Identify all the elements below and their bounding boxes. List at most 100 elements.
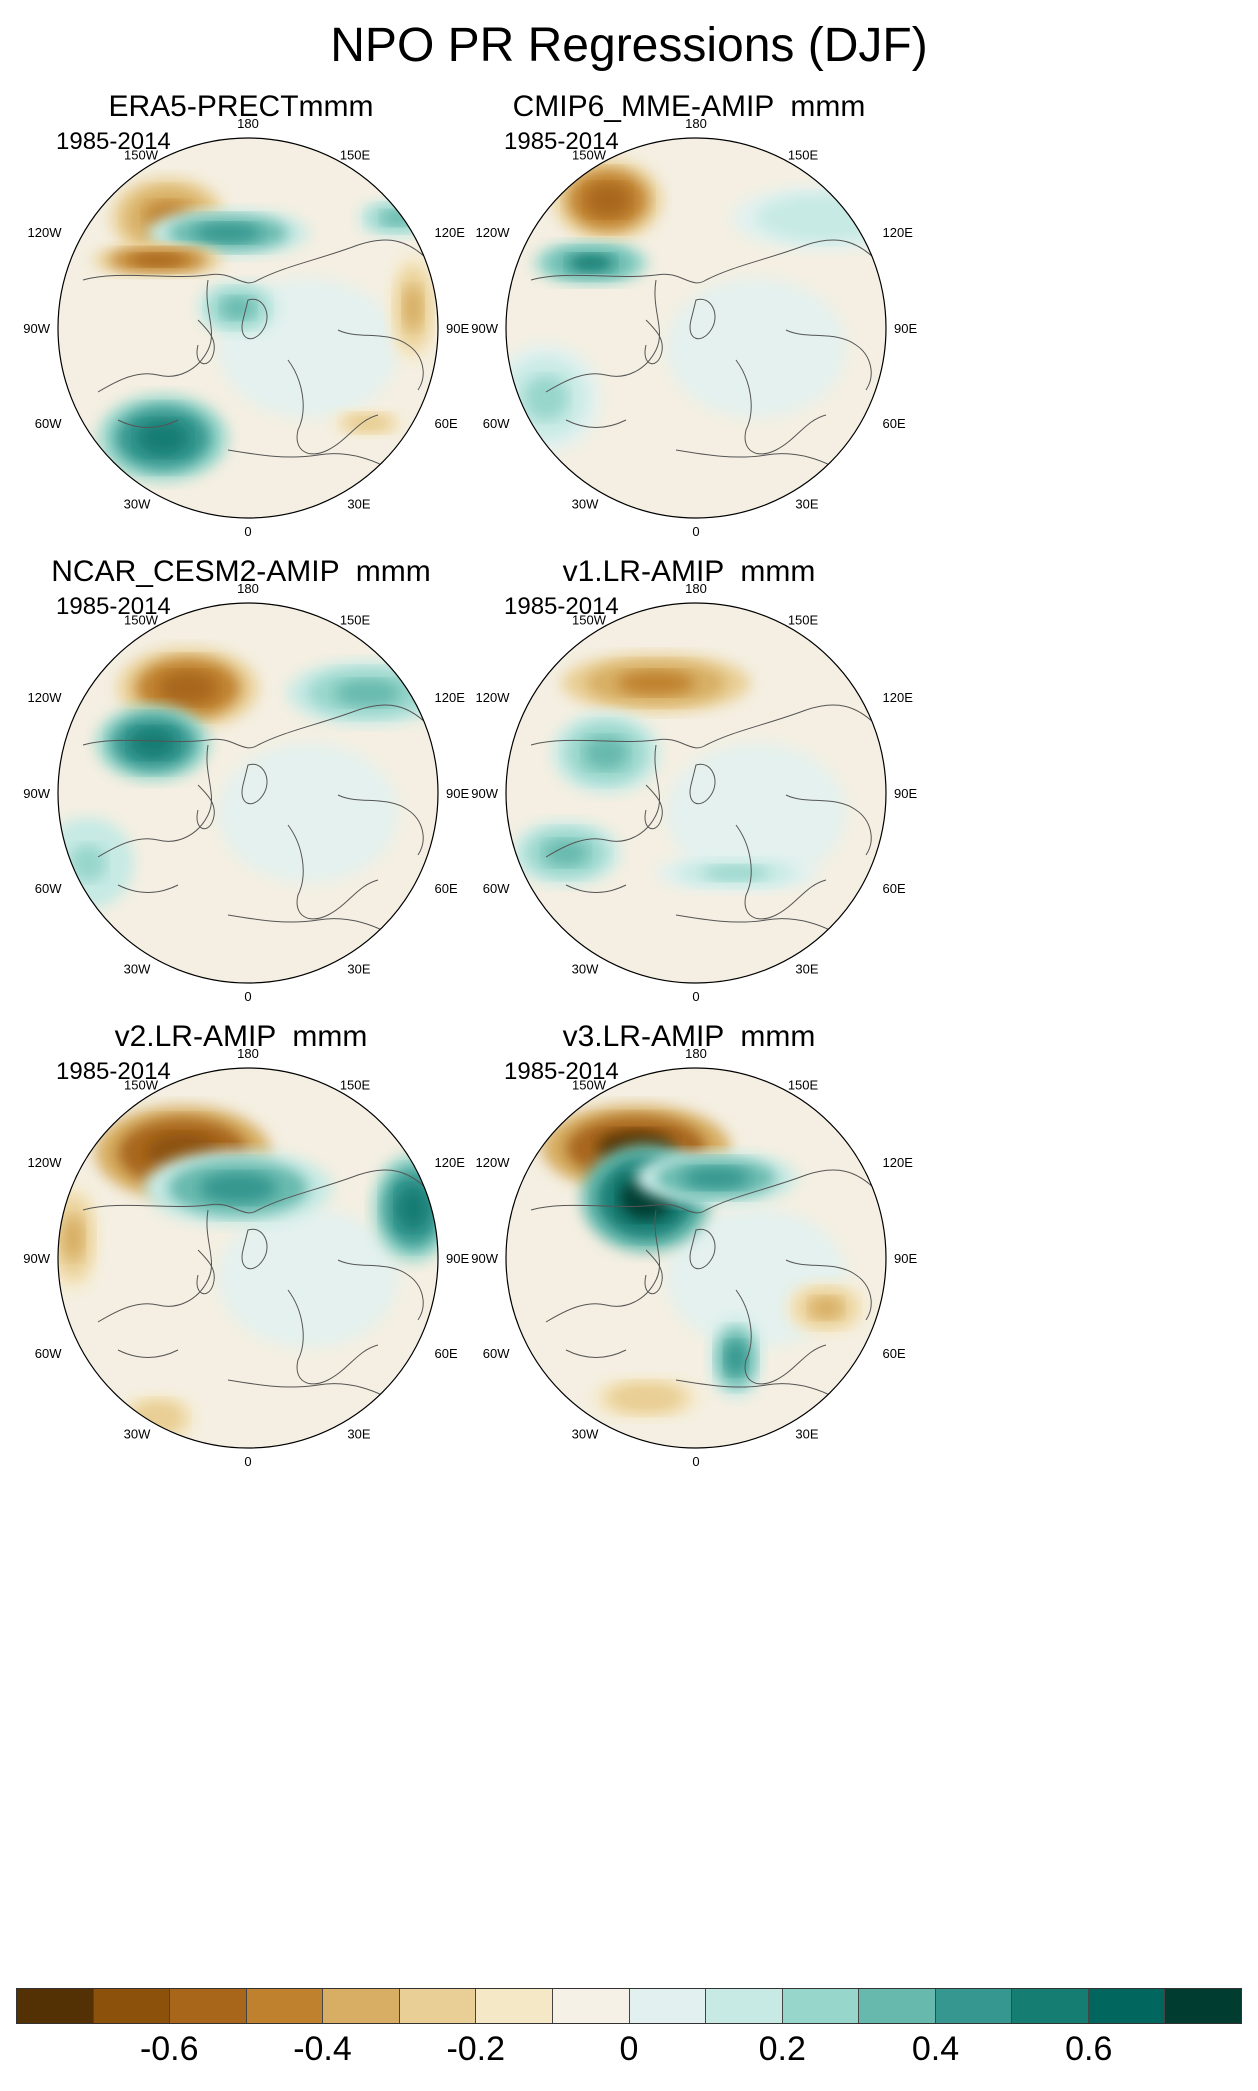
anomaly-core — [221, 297, 255, 319]
longitude-label: 90E — [446, 321, 469, 336]
colorbar-swatch — [1165, 1989, 1241, 2023]
longitude-label: 150W — [572, 147, 607, 162]
longitude-label: 120E — [883, 690, 914, 705]
colorbar-swatch — [859, 1989, 936, 2023]
coastline — [287, 1289, 379, 1385]
anomaly-core — [703, 865, 769, 881]
longitude-label: 120W — [27, 690, 62, 705]
coastline — [530, 704, 877, 749]
longitude-label: 30E — [347, 497, 370, 512]
map-boundary — [505, 137, 887, 519]
longitude-label: 0 — [692, 989, 699, 1004]
colorbar-tick-label: -0.2 — [446, 2030, 506, 2068]
coastline — [675, 449, 847, 476]
polar-map: 180 150W 150E 120W 120E 90W 90E 60W 60E 30W 30E 0 — [471, 581, 917, 1004]
map-boundary — [505, 1067, 887, 1449]
longitude-label: 180 — [237, 581, 259, 596]
longitude-label: 90E — [894, 786, 917, 801]
weak-anomaly-patch — [666, 743, 846, 883]
longitude-label: 60E — [883, 1346, 906, 1361]
coastline — [117, 1349, 179, 1358]
longitude-label: 0 — [244, 524, 251, 539]
longitude-label: 60W — [35, 881, 62, 896]
coastline — [644, 1249, 663, 1295]
coastline — [196, 319, 215, 365]
longitude-label: 150E — [340, 147, 371, 162]
longitude-label: 60W — [35, 416, 62, 431]
longitude-label: 150W — [572, 612, 607, 627]
colorbar-tick-label: 0.2 — [758, 2030, 806, 2068]
longitude-label: 30E — [347, 1427, 370, 1442]
anomaly-core — [524, 376, 568, 420]
panel-period: 1985-2014 — [504, 1058, 619, 1085]
longitude-label: 60W — [483, 1346, 510, 1361]
panel-period: 1985-2014 — [56, 1058, 171, 1085]
longitude-label: 180 — [685, 116, 707, 131]
coastline — [241, 1228, 268, 1270]
longitude-label: 90E — [894, 1251, 917, 1266]
longitude-label: 150E — [788, 612, 819, 627]
longitude-label: 90W — [23, 786, 50, 801]
longitude-label: 60W — [483, 416, 510, 431]
coastline — [337, 794, 424, 856]
longitude-label: 30W — [124, 497, 151, 512]
longitude-label: 60E — [435, 416, 458, 431]
coastline — [227, 914, 399, 941]
coastline — [82, 239, 429, 284]
longitude-label: 90W — [23, 1251, 50, 1266]
longitude-label: 60E — [883, 881, 906, 896]
colorbar-swatch — [1012, 1989, 1089, 2023]
colorbar-swatch — [323, 1989, 400, 2023]
panel-title: ERA5-PRECTmmm — [108, 90, 374, 123]
colorbar-swatch — [93, 1989, 171, 2023]
longitude-label: 90W — [471, 1251, 498, 1266]
coastline — [675, 914, 847, 941]
map-panel-5: v2.LR-AMIP mmm 1985-2014 180 150W 150E 120W 12… — [23, 1020, 658, 1620]
longitude-label: 30W — [572, 497, 599, 512]
anomaly-core — [335, 679, 401, 707]
map-boundary — [57, 1067, 439, 1449]
longitude-label: 120E — [883, 225, 914, 240]
coastline — [196, 1249, 215, 1295]
longitude-label: 150W — [124, 1077, 159, 1092]
longitude-label: 60E — [883, 416, 906, 431]
longitude-label: 90W — [471, 321, 498, 336]
map-boundary — [57, 137, 439, 519]
longitude-label: 150W — [572, 1077, 607, 1092]
anomaly-core — [69, 844, 107, 882]
map-panel-4: v1.LR-AMIP mmm 1985-2014 180 150W 150E 120W 12… — [471, 555, 1106, 1155]
polar-map: 180 150W 150E 120W 120E 90W 90E 60W 60E 30W 30E 0 — [23, 116, 469, 539]
longitude-label: 120E — [883, 1155, 914, 1170]
coastline — [227, 1379, 399, 1406]
polar-map: 180 150W 150E 120W 120E 90W 90E 60W 60E 30W 30E 0 — [23, 1046, 469, 1469]
colorbar-swatch — [170, 1989, 247, 2023]
coastline — [287, 824, 379, 920]
longitude-label: 30W — [572, 1427, 599, 1442]
coastline — [530, 239, 877, 284]
coastline — [545, 279, 660, 393]
colorbar-tick-label: -0.6 — [139, 2030, 199, 2068]
anomaly-core — [403, 286, 423, 330]
coastline — [97, 279, 212, 393]
anomaly-core — [195, 223, 261, 243]
anomaly-core — [617, 670, 695, 696]
coastline — [241, 763, 268, 805]
anomaly-core — [567, 254, 615, 272]
colorbar-swatch — [552, 1989, 630, 2023]
longitude-label: 60W — [35, 1346, 62, 1361]
longitude-label: 120W — [27, 225, 62, 240]
longitude-label: 30W — [124, 1427, 151, 1442]
longitude-label: 120W — [27, 1155, 62, 1170]
longitude-label: 0 — [692, 1454, 699, 1469]
anomaly-core — [136, 420, 190, 456]
coastline — [97, 1209, 212, 1323]
longitude-label: 120W — [475, 225, 510, 240]
weak-anomaly-patch — [218, 743, 398, 883]
colorbar-swatch — [17, 1989, 94, 2023]
longitude-label: 120E — [435, 225, 466, 240]
longitude-label: 60E — [435, 1346, 458, 1361]
anomaly-core — [396, 1186, 430, 1230]
longitude-label: 30E — [795, 962, 818, 977]
coastline — [565, 419, 627, 428]
coastline — [287, 359, 379, 455]
